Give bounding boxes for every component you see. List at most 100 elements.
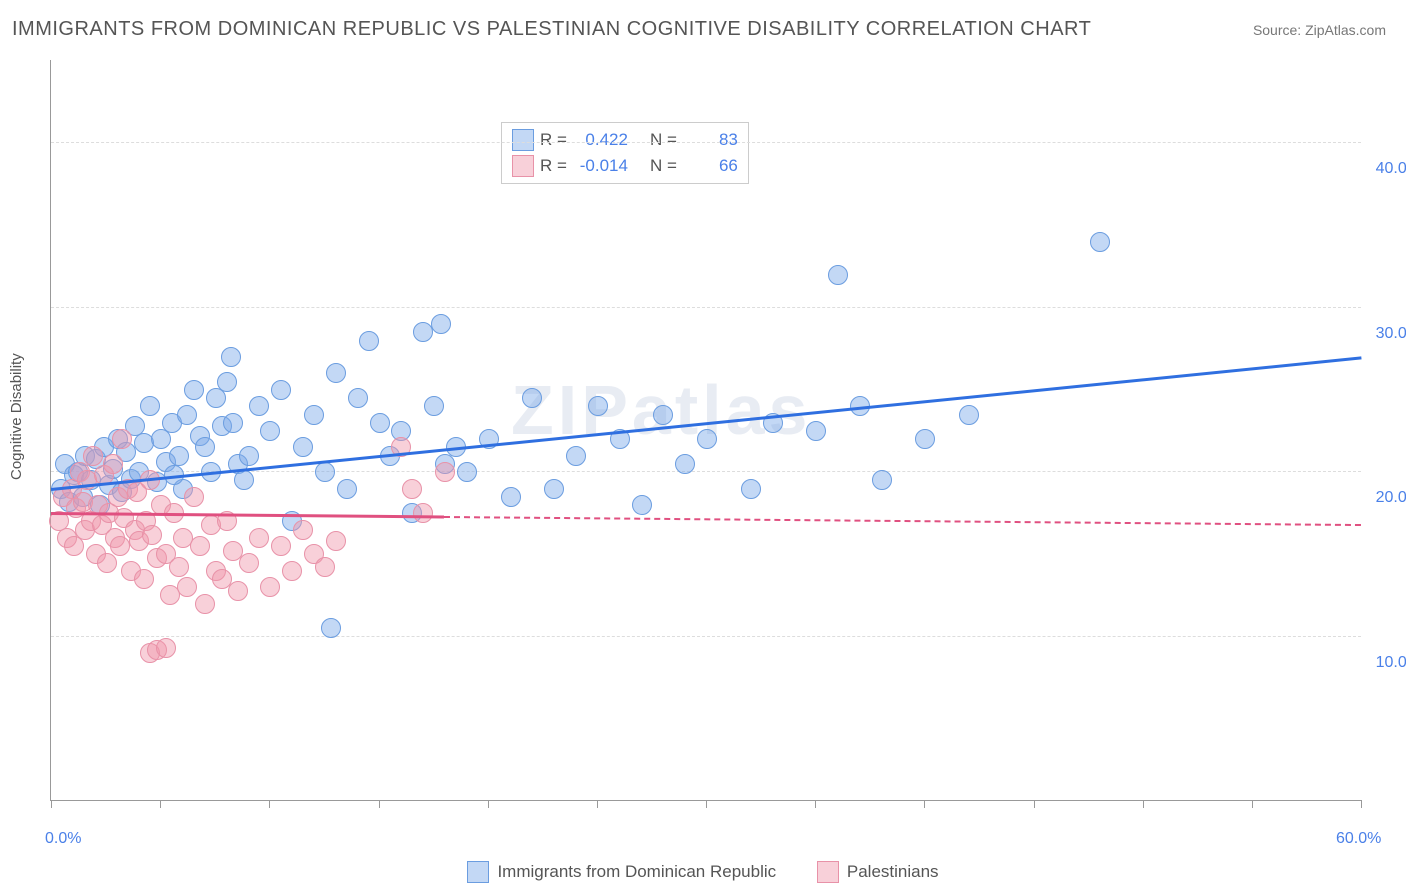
scatter-point-dominican [326, 363, 346, 383]
x-tick-mark [597, 800, 598, 808]
legend-row-palestinian: R = -0.014 N = 66 [512, 153, 738, 179]
legend-row-dominican: R = 0.422 N = 83 [512, 127, 738, 153]
x-tick-mark [51, 800, 52, 808]
x-tick-mark [1361, 800, 1362, 808]
x-tick-mark [1143, 800, 1144, 808]
scatter-point-palestinian [326, 531, 346, 551]
x-tick-mark [1252, 800, 1253, 808]
scatter-point-palestinian [402, 479, 422, 499]
scatter-point-dominican [221, 347, 241, 367]
x-tick-label: 60.0% [1336, 830, 1381, 848]
scatter-point-palestinian [142, 525, 162, 545]
scatter-point-dominican [501, 487, 521, 507]
scatter-point-dominican [195, 437, 215, 457]
scatter-point-dominican [915, 429, 935, 449]
scatter-point-dominican [321, 618, 341, 638]
scatter-point-dominican [431, 314, 451, 334]
trendline [444, 516, 1361, 526]
x-tick-mark [815, 800, 816, 808]
x-tick-mark [488, 800, 489, 808]
scatter-point-dominican [370, 413, 390, 433]
scatter-point-palestinian [97, 553, 117, 573]
source-attribution: Source: ZipAtlas.com [1253, 22, 1386, 38]
scatter-point-dominican [588, 396, 608, 416]
scatter-point-dominican [424, 396, 444, 416]
scatter-point-dominican [315, 462, 335, 482]
swatch-dominican [467, 861, 489, 883]
scatter-point-palestinian [103, 454, 123, 474]
scatter-point-palestinian [169, 557, 189, 577]
scatter-point-dominican [293, 437, 313, 457]
scatter-point-palestinian [413, 503, 433, 523]
scatter-point-dominican [806, 421, 826, 441]
scatter-point-dominican [271, 380, 291, 400]
correlation-legend: R = 0.422 N = 83 R = -0.014 N = 66 [501, 122, 749, 184]
swatch-dominican [512, 129, 534, 151]
scatter-point-palestinian [315, 557, 335, 577]
scatter-point-palestinian [293, 520, 313, 540]
scatter-point-palestinian [134, 569, 154, 589]
scatter-point-dominican [457, 462, 477, 482]
gridline-horizontal [51, 142, 1361, 143]
legend-label-palestinian: Palestinians [847, 862, 939, 882]
scatter-point-palestinian [83, 446, 103, 466]
scatter-point-dominican [169, 446, 189, 466]
r-value-dominican: 0.422 [573, 127, 628, 153]
scatter-point-dominican [184, 380, 204, 400]
scatter-point-dominican [234, 470, 254, 490]
legend-item-palestinian: Palestinians [817, 861, 939, 883]
scatter-point-dominican [140, 396, 160, 416]
scatter-point-dominican [348, 388, 368, 408]
scatter-point-dominican [872, 470, 892, 490]
scatter-point-palestinian [177, 577, 197, 597]
scatter-point-palestinian [271, 536, 291, 556]
scatter-point-dominican [675, 454, 695, 474]
scatter-point-dominican [697, 429, 717, 449]
y-tick-label: 30.0% [1376, 325, 1406, 343]
chart-title: IMMIGRANTS FROM DOMINICAN REPUBLIC VS PA… [12, 18, 1091, 41]
scatter-point-dominican [337, 479, 357, 499]
scatter-point-dominican [223, 413, 243, 433]
gridline-horizontal [51, 636, 1361, 637]
gridline-horizontal [51, 307, 1361, 308]
scatter-point-dominican [741, 479, 761, 499]
r-value-palestinian: -0.014 [573, 153, 628, 179]
legend-item-dominican: Immigrants from Dominican Republic [467, 861, 776, 883]
scatter-point-palestinian [282, 561, 302, 581]
scatter-point-dominican [359, 331, 379, 351]
y-axis-label: Cognitive Disability [8, 353, 25, 480]
scatter-point-dominican [239, 446, 259, 466]
series-legend: Immigrants from Dominican Republic Pales… [0, 861, 1406, 888]
scatter-point-palestinian [112, 429, 132, 449]
scatter-point-dominican [653, 405, 673, 425]
scatter-point-palestinian [156, 638, 176, 658]
r-label: R = [540, 153, 567, 179]
legend-label-dominican: Immigrants from Dominican Republic [497, 862, 776, 882]
swatch-palestinian [817, 861, 839, 883]
scatter-point-dominican [177, 405, 197, 425]
scatter-point-palestinian [435, 462, 455, 482]
n-label: N = [650, 153, 677, 179]
scatter-point-dominican [217, 372, 237, 392]
y-tick-label: 40.0% [1376, 160, 1406, 178]
scatter-point-dominican [828, 265, 848, 285]
scatter-point-palestinian [228, 581, 248, 601]
scatter-point-dominican [522, 388, 542, 408]
scatter-point-dominican [304, 405, 324, 425]
scatter-point-palestinian [249, 528, 269, 548]
scatter-point-dominican [632, 495, 652, 515]
scatter-point-dominican [260, 421, 280, 441]
scatter-point-palestinian [195, 594, 215, 614]
x-tick-mark [1034, 800, 1035, 808]
scatter-point-palestinian [110, 536, 130, 556]
x-tick-mark [269, 800, 270, 808]
n-label: N = [650, 127, 677, 153]
scatter-point-palestinian [184, 487, 204, 507]
scatter-point-dominican [566, 446, 586, 466]
y-tick-label: 20.0% [1376, 489, 1406, 507]
r-label: R = [540, 127, 567, 153]
scatter-point-dominican [249, 396, 269, 416]
scatter-plot-area: ZIPatlas R = 0.422 N = 83 R = -0.014 N =… [50, 60, 1361, 801]
scatter-point-palestinian [260, 577, 280, 597]
scatter-point-dominican [1090, 232, 1110, 252]
